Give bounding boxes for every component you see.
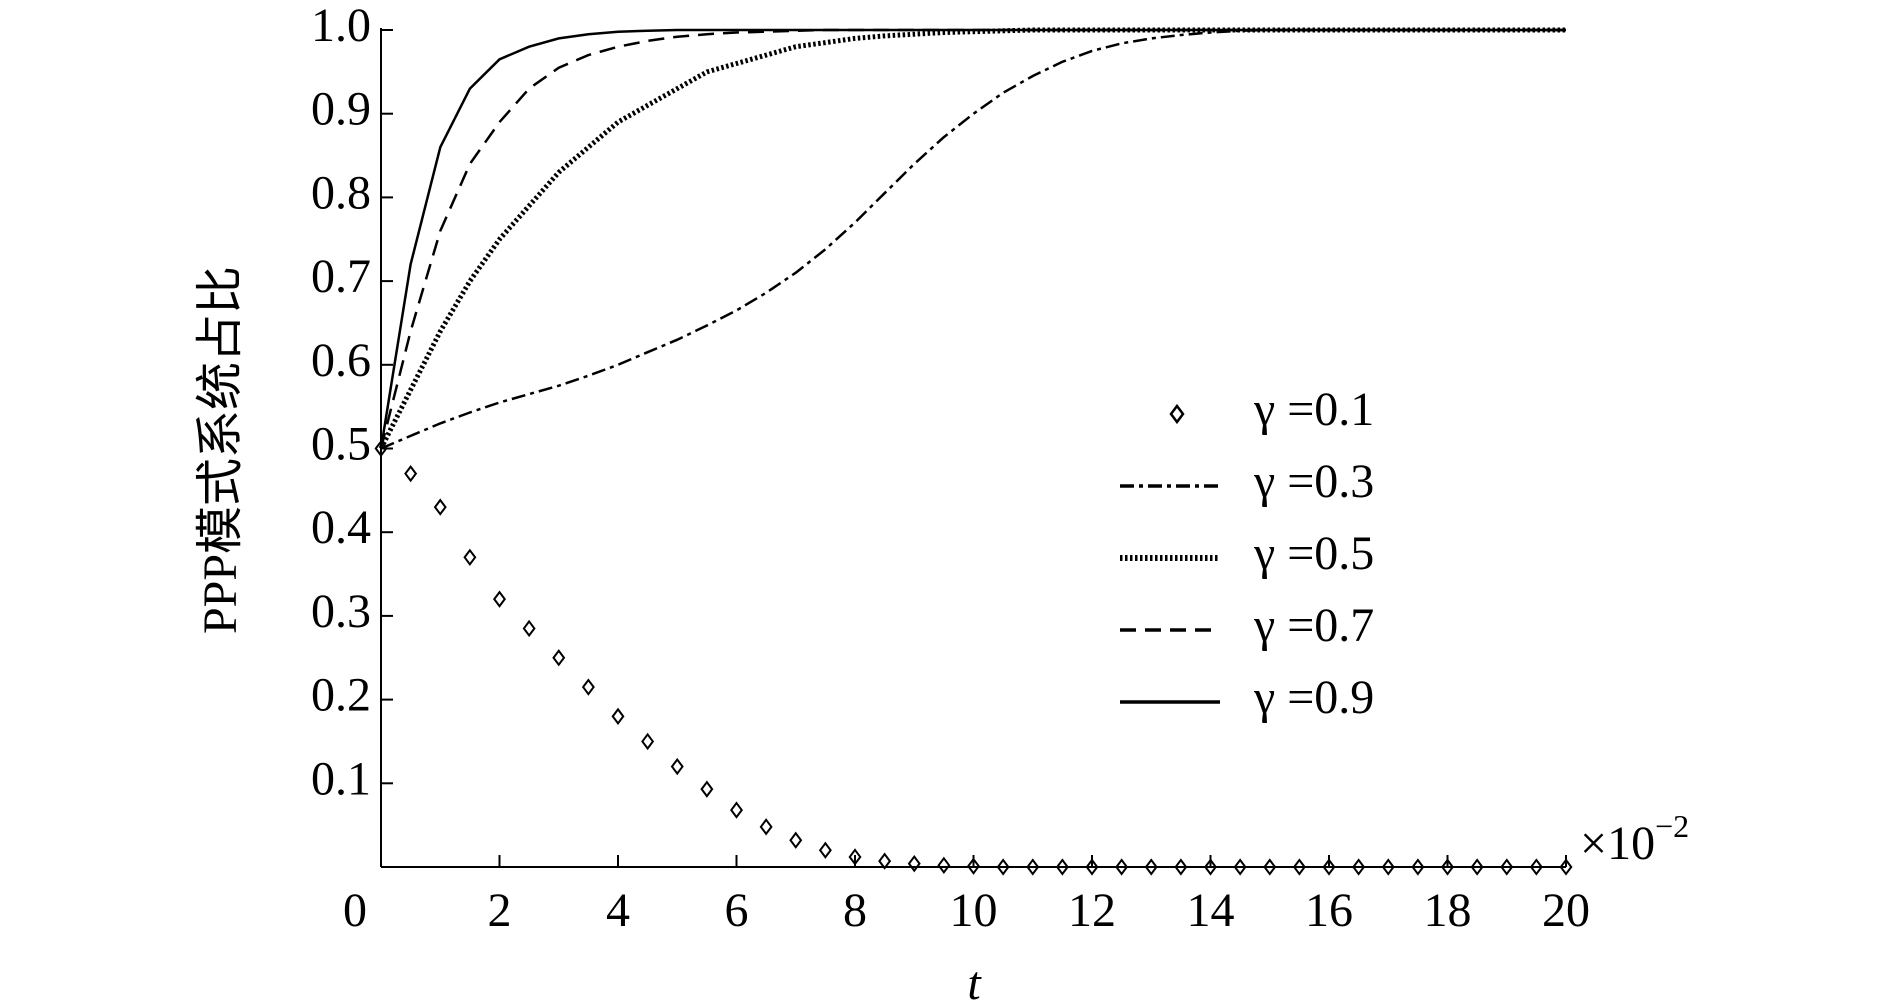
data-marker (404, 464, 418, 483)
data-marker (818, 841, 832, 859)
data-marker (1470, 858, 1484, 876)
data-marker (1174, 858, 1188, 876)
data-marker (670, 757, 684, 776)
data-marker (730, 801, 743, 819)
data-marker (463, 548, 477, 566)
data-marker (878, 852, 892, 870)
data-marker (1144, 858, 1158, 876)
data-marker (1204, 858, 1217, 876)
y-tick-label: 0.4 (311, 501, 371, 554)
data-marker (1559, 858, 1573, 876)
x-tick-label: 18 (1424, 884, 1472, 937)
legend-label: γ =0.9 (1253, 671, 1374, 724)
data-marker (1085, 858, 1099, 876)
data-marker (1500, 858, 1514, 876)
x-axis-label: t (967, 957, 982, 1003)
legend-marker (1169, 403, 1185, 425)
data-marker (493, 590, 506, 608)
x-multiplier: ×10−2 (1580, 808, 1689, 870)
data-marker (967, 857, 980, 875)
x-tick-label: 20 (1542, 884, 1590, 937)
data-marker (789, 831, 803, 849)
data-marker (700, 780, 714, 798)
data-marker (1529, 858, 1543, 876)
y-tick-label: 0.1 (311, 752, 371, 805)
x-tick-label: 0 (343, 884, 367, 937)
x-tick-label: 8 (843, 884, 867, 937)
x-multiplier-base: ×10 (1580, 817, 1655, 870)
data-marker (1441, 858, 1454, 876)
data-marker (996, 858, 1010, 876)
data-marker (937, 856, 951, 874)
legend-label: γ =0.3 (1253, 455, 1374, 508)
x-tick-label: 6 (725, 884, 749, 937)
x-tick-label: 10 (950, 884, 998, 937)
data-marker (1322, 858, 1336, 876)
x-tick-label: 2 (488, 884, 512, 937)
y-tick-label: 0.5 (311, 418, 371, 471)
data-marker (759, 818, 773, 836)
data-marker (552, 649, 566, 667)
x-multiplier-exponent: −2 (1655, 808, 1689, 844)
data-marker (581, 678, 595, 696)
data-marker (1055, 858, 1069, 876)
x-tick-label: 14 (1187, 884, 1235, 937)
legend-label: γ =0.5 (1253, 527, 1374, 580)
data-marker (611, 707, 625, 726)
data-marker (1292, 858, 1306, 876)
data-marker (641, 732, 655, 751)
y-tick-label: 0.7 (311, 250, 371, 303)
data-line (380, 28, 1566, 450)
data-marker (848, 848, 862, 866)
x-tick-label: 12 (1068, 884, 1116, 937)
data-marker (1411, 858, 1425, 876)
data-marker (907, 854, 921, 873)
x-tick-label: 4 (606, 884, 630, 937)
data-marker (1233, 858, 1247, 876)
data-marker (522, 619, 536, 638)
data-marker (1115, 858, 1129, 876)
data-marker (433, 498, 447, 516)
y-tick-label: 1.0 (311, 0, 371, 52)
legend-label: γ =0.1 (1253, 383, 1374, 436)
data-marker (1381, 858, 1395, 876)
data-marker (1026, 858, 1040, 876)
y-tick-label: 0.2 (311, 669, 371, 722)
y-tick-label: 0.8 (311, 166, 371, 219)
data-marker (1352, 858, 1366, 876)
y-tick-label: 0.3 (311, 585, 371, 638)
y-axis-label: PPP模式系统占比 (194, 266, 247, 634)
y-tick-label: 0.6 (311, 334, 371, 387)
x-tick-label: 16 (1305, 884, 1353, 937)
y-tick-label: 0.9 (311, 83, 371, 136)
data-line (379, 28, 1566, 449)
legend-label: γ =0.7 (1253, 599, 1374, 652)
data-marker (1263, 858, 1277, 876)
